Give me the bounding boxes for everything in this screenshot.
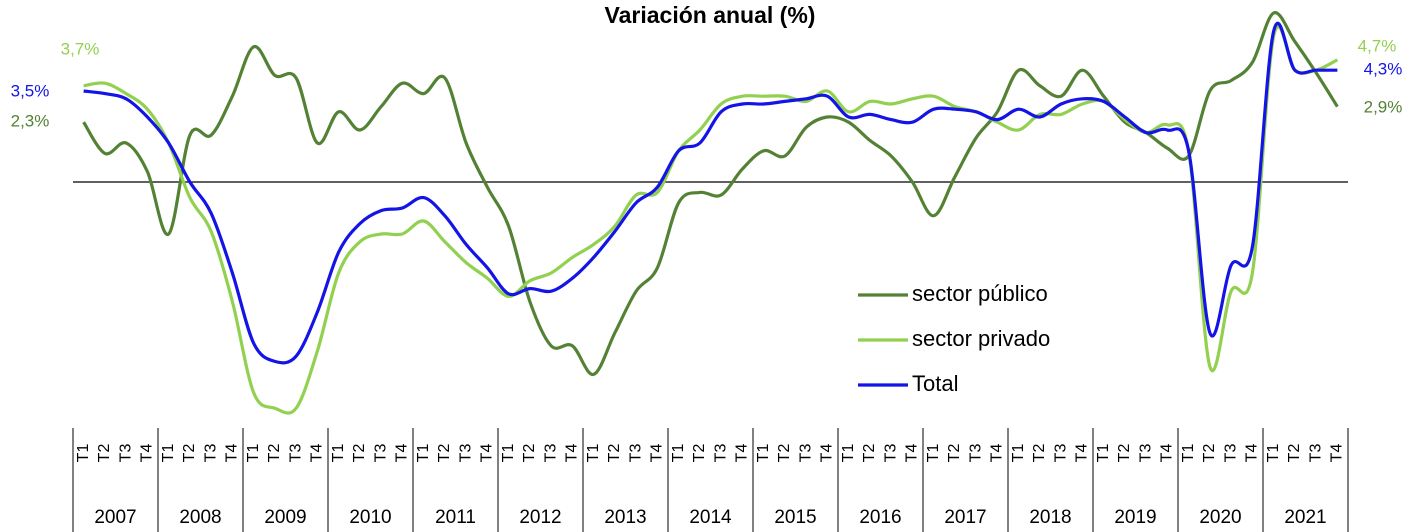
x-tick-label: T1 [160,444,177,463]
x-tick-label: T3 [1052,444,1069,463]
x-tick-label: T2 [521,444,538,463]
legend-label: sector privado [912,326,1050,351]
x-tick-label: T2 [861,444,878,463]
x-tick-label: T3 [202,444,219,463]
x-tick-label: T3 [287,444,304,463]
x-tick-label: T4 [1074,444,1091,463]
data-label: 2,9% [1364,97,1403,116]
x-tick-label: T1 [500,444,517,463]
legend-label: Total [912,371,958,396]
x-tick-label: T3 [1307,444,1324,463]
line-series [83,21,1338,365]
x-tick-label: T4 [1329,444,1346,463]
x-tick-label: T3 [627,444,644,463]
x-group-label: 2016 [859,507,901,528]
x-tick-label: T4 [479,444,496,463]
x-tick-label: T4 [989,444,1006,463]
x-tick-label: T1 [330,444,347,463]
x-tick-label: T4 [564,444,581,463]
x-tick-label: T1 [1010,444,1027,463]
x-tick-label: T1 [1095,444,1112,463]
x-tick-label: T3 [457,444,474,463]
x-tick-label: T4 [904,444,921,463]
x-tick-label: T1 [1180,444,1197,463]
x-tick-label: T4 [734,444,751,463]
data-label: 4,7% [1358,36,1397,55]
x-tick-label: T2 [946,444,963,463]
x-group-label: 2021 [1284,507,1326,528]
x-group-label: 2014 [689,507,732,528]
x-tick-label: T3 [967,444,984,463]
x-tick-label: T2 [436,444,453,463]
x-tick-label: T1 [75,444,92,463]
line-series [82,11,1339,376]
x-tick-label: T3 [372,444,389,463]
x-tick-label: T1 [415,444,432,463]
x-tick-label: T4 [1244,444,1261,463]
x-tick-label: T3 [542,444,559,463]
x-tick-label: T2 [1201,444,1218,463]
x-group-label: 2007 [94,507,136,528]
x-group-label: 2019 [1114,507,1156,528]
chart-title: Variación anual (%) [605,2,816,28]
x-tick-label: T2 [351,444,368,463]
x-tick-label: T1 [585,444,602,463]
x-tick-label: T3 [882,444,899,463]
x-tick-label: T1 [670,444,687,463]
data-label: 2,3% [11,111,50,130]
x-tick-label: T1 [925,444,942,463]
x-tick-label: T2 [1031,444,1048,463]
x-tick-label: T4 [139,444,156,463]
data-label: 3,5% [11,81,50,100]
x-group-label: 2018 [1029,507,1071,528]
x-group-label: 2008 [179,507,221,528]
x-tick-label: T2 [96,444,113,463]
x-tick-label: T2 [1286,444,1303,463]
x-tick-label: T4 [224,444,241,463]
x-tick-label: T3 [117,444,134,463]
x-tick-label: T1 [245,444,262,463]
x-tick-label: T3 [797,444,814,463]
x-tick-label: T3 [1137,444,1154,463]
x-group-label: 2020 [1199,507,1241,528]
data-label: 4,3% [1364,59,1403,78]
x-tick-label: T3 [712,444,729,463]
x-tick-label: T4 [309,444,326,463]
x-group-label: 2009 [264,507,306,528]
x-group-label: 2010 [349,507,391,528]
x-tick-label: T1 [1265,444,1282,463]
x-tick-label: T4 [649,444,666,463]
x-group-label: 2015 [774,507,816,528]
x-group-label: 2013 [604,507,646,528]
line-series [83,24,1339,415]
x-tick-label: T4 [1159,444,1176,463]
x-tick-label: T1 [755,444,772,463]
x-tick-label: T2 [181,444,198,463]
x-group-label: 2017 [944,507,986,528]
x-tick-label: T2 [266,444,283,463]
legend-label: sector público [912,281,1048,306]
x-tick-label: T1 [840,444,857,463]
x-tick-label: T2 [691,444,708,463]
x-group-label: 2011 [435,507,476,528]
x-group-label: 2012 [519,507,561,528]
x-tick-label: T3 [1222,444,1239,463]
x-tick-label: T2 [606,444,623,463]
data-label: 3,7% [61,39,100,58]
x-tick-label: T4 [394,444,411,463]
x-tick-label: T2 [1116,444,1133,463]
x-tick-label: T2 [776,444,793,463]
x-tick-label: T4 [819,444,836,463]
